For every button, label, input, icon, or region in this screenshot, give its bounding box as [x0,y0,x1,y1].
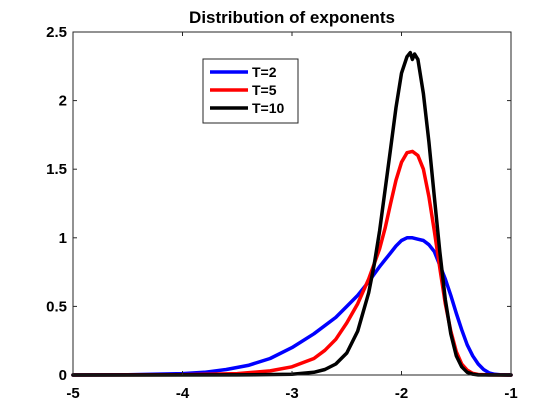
x-tick-label: -4 [176,385,190,402]
x-tick-label: -1 [504,385,517,402]
y-axis: 0 0.5 1 1.5 2 2.5 [46,24,511,384]
x-axis: -5 -4 -3 -2 -1 [66,32,518,402]
legend-entry: T=5 [252,82,277,98]
y-tick-label: 1 [59,230,67,247]
y-tick-label: 2 [59,93,67,110]
legend: T=2 T=5 T=10 [202,58,299,124]
y-tick-label: 0.5 [46,298,67,315]
series-line-t10 [71,50,513,377]
y-tick-label: 0 [59,367,67,384]
series-layer [71,50,513,377]
series-line-t2 [71,236,513,377]
legend-entry: T=10 [252,100,285,116]
chart-title: Distribution of exponents [189,8,395,27]
x-tick-label: -5 [66,385,79,402]
legend-entry: T=2 [252,64,277,80]
x-tick-label: -2 [395,385,408,402]
y-tick-label: 1.5 [46,161,67,178]
x-tick-label: -3 [285,385,298,402]
y-tick-label: 2.5 [46,24,67,41]
